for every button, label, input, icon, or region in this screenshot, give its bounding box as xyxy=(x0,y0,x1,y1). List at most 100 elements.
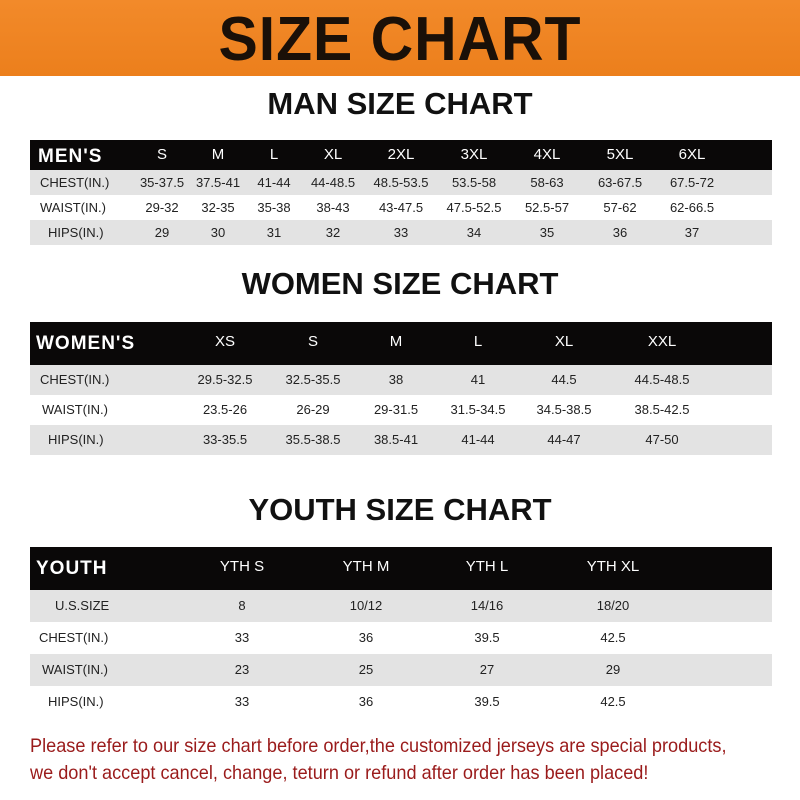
table-cell: 33-35.5 xyxy=(202,432,248,447)
table-cell: 29 xyxy=(154,225,170,240)
table-cell: 29 xyxy=(605,662,621,677)
table-cell: 10/12 xyxy=(349,598,383,613)
men-size-table: MEN'S S M L XL 2XL 3XL 4XL 5XL 6XL CHEST(IN.) 35-37… xyxy=(30,140,772,245)
size-header: L xyxy=(269,146,279,163)
size-header: YTH L xyxy=(465,558,509,575)
table-row: CHEST(IN.) 33 36 39.5 42.5 xyxy=(30,622,772,654)
table-cell: 41 xyxy=(470,372,486,387)
row-label: WAIST(IN.) xyxy=(42,402,108,417)
row-label: CHEST(IN.) xyxy=(39,630,109,645)
table-cell: 29-31.5 xyxy=(373,402,419,417)
table-cell: 38-43 xyxy=(316,200,350,215)
banner: SIZE CHART xyxy=(0,0,800,76)
size-header: 2XL xyxy=(387,146,415,163)
size-header: M xyxy=(211,146,225,163)
table-cell: 35 xyxy=(539,225,555,240)
table-cell: 42.5 xyxy=(600,630,626,645)
size-header: 6XL xyxy=(678,146,706,163)
table-cell: 67.5-72 xyxy=(669,175,715,190)
youth-size-table: YOUTH YTH S YTH M YTH L YTH XL U.S.SIZE 8 10/12… xyxy=(30,547,772,718)
men-section-title: MAN SIZE CHART xyxy=(267,86,533,121)
size-header: YTH S xyxy=(219,558,265,575)
table-cell: 38.5-41 xyxy=(373,432,419,447)
size-header: 5XL xyxy=(606,146,634,163)
size-header: XS xyxy=(214,333,236,350)
table-cell: 39.5 xyxy=(474,694,500,709)
row-label: WAIST(IN.) xyxy=(40,200,106,215)
table-row: WAIST(IN.) 29-32 32-35 35-38 38-43 43-47.5 47.… xyxy=(30,195,772,220)
table-row: U.S.SIZE 8 10/12 14/16 18/20 xyxy=(30,590,772,622)
table-cell: 43-47.5 xyxy=(378,200,424,215)
size-header: M xyxy=(389,333,403,350)
table-row: CHEST(IN.) 29.5-32.5 32.5-35.5 38 41 44.5 44.5… xyxy=(30,365,772,395)
table-title-cell: MEN'S xyxy=(38,146,103,167)
table-cell: 44.5 xyxy=(551,372,577,387)
size-header: 4XL xyxy=(533,146,561,163)
table-row: HIPS(IN.) 29 30 31 32 33 34 35 36 37 xyxy=(30,220,772,245)
table-cell: 33 xyxy=(393,225,409,240)
table-cell: 62-66.5 xyxy=(669,200,715,215)
table-cell: 23 xyxy=(234,662,250,677)
table-cell: 35.5-38.5 xyxy=(285,432,341,447)
table-cell: 44-47 xyxy=(547,432,581,447)
order-notice: Please refer to our size chart before or… xyxy=(30,733,737,787)
size-header: S xyxy=(307,333,319,350)
table-cell: 42.5 xyxy=(600,694,626,709)
table-cell: 57-62 xyxy=(603,200,637,215)
youth-section-title: YOUTH SIZE CHART xyxy=(248,492,552,527)
table-header-row: MEN'S S M L XL 2XL 3XL 4XL 5XL 6XL xyxy=(30,140,772,170)
table-title-cell: YOUTH xyxy=(36,558,108,579)
table-cell: 34.5-38.5 xyxy=(536,402,592,417)
table-cell: 52.5-57 xyxy=(524,200,570,215)
table-cell: 36 xyxy=(358,694,374,709)
table-cell: 31 xyxy=(266,225,282,240)
table-cell: 37 xyxy=(684,225,700,240)
table-header-row: YOUTH YTH S YTH M YTH L YTH XL xyxy=(30,547,772,590)
row-label: CHEST(IN.) xyxy=(40,175,110,190)
banner-title: SIZE CHART xyxy=(218,5,582,74)
table-cell: 35-38 xyxy=(257,200,291,215)
row-label: HIPS(IN.) xyxy=(48,694,104,709)
table-cell: 44.5-48.5 xyxy=(634,372,690,387)
table-cell: 23.5-26 xyxy=(202,402,248,417)
table-cell: 32.5-35.5 xyxy=(285,372,341,387)
table-cell: 35-37.5 xyxy=(139,175,185,190)
table-cell: 38 xyxy=(388,372,404,387)
table-cell: 27 xyxy=(479,662,495,677)
size-header: YTH M xyxy=(342,558,390,575)
table-cell: 29.5-32.5 xyxy=(197,372,253,387)
women-section-title: WOMEN SIZE CHART xyxy=(241,266,559,301)
size-header: S xyxy=(156,146,168,163)
row-label: CHEST(IN.) xyxy=(40,372,110,387)
table-cell: 33 xyxy=(234,630,250,645)
table-cell: 38.5-42.5 xyxy=(634,402,690,417)
table-cell: 31.5-34.5 xyxy=(450,402,506,417)
order-notice-line-2: we don't accept cancel, change, teturn o… xyxy=(30,762,649,784)
table-row: WAIST(IN.) 23.5-26 26-29 29-31.5 31.5-34.5 34… xyxy=(30,395,772,425)
row-label: U.S.SIZE xyxy=(55,598,110,613)
table-row: WAIST(IN.) 23 25 27 29 xyxy=(30,654,772,686)
table-cell: 25 xyxy=(358,662,374,677)
table-cell: 47-50 xyxy=(645,432,679,447)
table-cell: 18/20 xyxy=(596,598,630,613)
table-cell: 48.5-53.5 xyxy=(373,175,429,190)
row-label: HIPS(IN.) xyxy=(48,432,104,447)
size-header: XXL xyxy=(647,333,677,350)
table-cell: 63-67.5 xyxy=(597,175,643,190)
table-cell: 36 xyxy=(612,225,628,240)
table-cell: 36 xyxy=(358,630,374,645)
table-cell: 58-63 xyxy=(530,175,564,190)
size-header: YTH XL xyxy=(586,558,640,575)
table-cell: 53.5-58 xyxy=(451,175,497,190)
table-cell: 30 xyxy=(210,225,226,240)
table-cell: 44-48.5 xyxy=(310,175,356,190)
table-cell: 29-32 xyxy=(145,200,179,215)
size-header: 3XL xyxy=(460,146,488,163)
table-cell: 34 xyxy=(466,225,482,240)
row-label: HIPS(IN.) xyxy=(48,225,104,240)
size-header: XL xyxy=(554,333,574,350)
table-row: CHEST(IN.) 35-37.5 37.5-41 41-44 44-48.5 48.5… xyxy=(30,170,772,195)
row-label: WAIST(IN.) xyxy=(42,662,108,677)
table-cell: 32 xyxy=(325,225,341,240)
order-notice-line-1: Please refer to our size chart before or… xyxy=(30,735,727,757)
